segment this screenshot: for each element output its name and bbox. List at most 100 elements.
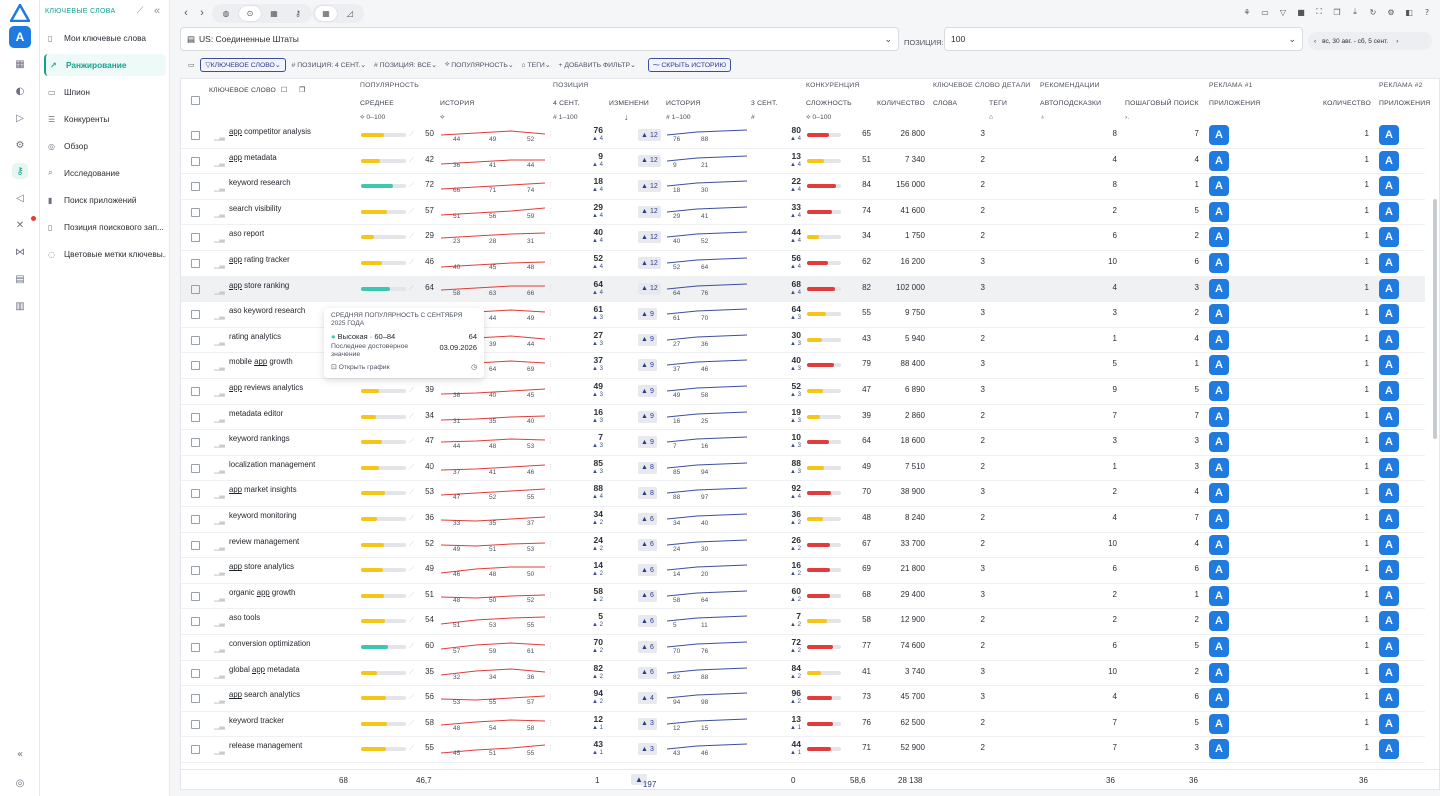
grid-icon[interactable]: ▦ xyxy=(15,58,25,70)
keyword-text[interactable]: app metadata xyxy=(229,152,277,162)
more-icon[interactable]: ⋮ xyxy=(427,258,434,266)
app-icon[interactable]: A xyxy=(1209,253,1229,273)
keyword-text[interactable]: aso keyword research xyxy=(229,306,306,316)
app-icon[interactable]: A xyxy=(1379,253,1399,273)
more-icon[interactable]: ⋮ xyxy=(547,155,554,164)
scrollbar[interactable] xyxy=(1433,199,1437,439)
more-icon[interactable]: ⋮ xyxy=(427,488,434,497)
app-icon[interactable]: A xyxy=(1379,227,1399,248)
select-all-checkbox[interactable] xyxy=(191,96,200,105)
row-checkbox[interactable] xyxy=(191,668,200,678)
back-button[interactable]: ‹ xyxy=(184,7,188,19)
more-icon[interactable]: ⋮ xyxy=(427,667,434,676)
table-row[interactable]: ▁▃ metadata editor ⟋ 34 ⋮ 31 35 40 ⋮ 16 ▲ 3 ▲ 9 16 25… xyxy=(181,405,1425,431)
forward-button[interactable]: › xyxy=(200,7,204,19)
app-icon[interactable]: A xyxy=(1209,125,1229,145)
header-history[interactable]: ИСТОРИЯ xyxy=(440,100,475,107)
range-filter-diff[interactable]: ⟡ 0–100 xyxy=(806,114,832,121)
help-icon[interactable]: ? xyxy=(1424,7,1430,17)
app-icon[interactable]: A xyxy=(1379,611,1399,632)
keyword-text[interactable]: app rating tracker xyxy=(229,255,290,264)
more-icon[interactable]: ⋮ xyxy=(547,718,554,727)
more-icon[interactable]: ⋮ xyxy=(427,232,434,241)
header-tags[interactable]: ТЕГИ xyxy=(989,100,1008,107)
app-icon[interactable]: A xyxy=(1379,406,1399,427)
refresh-icon[interactable]: ↻ xyxy=(1369,7,1377,17)
more-icon[interactable]: ⋮ xyxy=(547,642,554,650)
row-checkbox[interactable] xyxy=(191,335,200,345)
keyword-text[interactable]: keyword tracker xyxy=(229,715,285,725)
app-icon[interactable]: A xyxy=(1379,457,1399,478)
row-checkbox[interactable] xyxy=(191,540,200,550)
sidebar-item-0[interactable]: ▯ Мои ключевые слова xyxy=(44,27,166,49)
header-apps[interactable]: ПРИЛОЖЕНИЯ xyxy=(1209,100,1261,107)
more-icon[interactable]: ⋮ xyxy=(427,642,434,650)
keyword-text[interactable]: review management xyxy=(229,536,300,546)
collapse-sidebar-icon[interactable]: « xyxy=(154,5,161,17)
range-filter-hist[interactable]: # 1–100 xyxy=(666,114,691,121)
keyword-text[interactable]: mobile app growth xyxy=(229,357,293,367)
table-row[interactable]: ▁▃ app market insights ⟋ 53 ⋮ 47 52 55 ⋮ 88 ▲ 4 ▲ 8… xyxy=(181,481,1425,507)
more-icon[interactable]: ⋮ xyxy=(427,514,434,522)
open-chart-link[interactable]: ⊡ Открыть график xyxy=(331,364,390,371)
more-icon[interactable]: ⋮ xyxy=(547,539,554,548)
more-icon[interactable]: ⋮ xyxy=(547,565,554,574)
header-sep4[interactable]: 4 СЕНТ. xyxy=(553,100,580,107)
globe-icon[interactable]: ◍ xyxy=(222,9,230,18)
row-checkbox[interactable] xyxy=(191,310,200,320)
keyword-text[interactable]: keyword research xyxy=(229,178,291,188)
app-icon[interactable]: A xyxy=(1209,176,1229,197)
row-checkbox[interactable] xyxy=(191,387,200,396)
pos-all-filter[interactable]: # ПОЗИЦИЯ: ВСЕ ⌄ xyxy=(373,61,437,70)
more-icon[interactable]: ⋮ xyxy=(547,360,554,369)
sidebar-item-7[interactable]: ▯ Позиция поискового зап... xyxy=(44,216,166,238)
settings-icon[interactable]: ⚙ xyxy=(1387,7,1395,17)
app-icon[interactable]: A xyxy=(1209,483,1229,504)
row-checkbox[interactable] xyxy=(191,591,200,601)
keyword-text[interactable]: app market insights xyxy=(229,485,297,495)
chart-view-icon[interactable]: ◿ xyxy=(346,9,354,18)
collapse-icon[interactable]: « xyxy=(16,748,24,760)
hide-history-button[interactable]: ⁓ СКРЫТЬ ИСТОРИЮ xyxy=(647,58,732,72)
row-checkbox[interactable] xyxy=(191,182,200,192)
more-icon[interactable]: ⋮ xyxy=(427,386,434,394)
keyword-filter[interactable]: ▽ КЛЮЧЕВОЕ СЛОВО ⌄ xyxy=(200,58,286,72)
row-checkbox[interactable] xyxy=(191,361,200,371)
row-checkbox[interactable] xyxy=(191,719,200,729)
row-checkbox[interactable] xyxy=(191,233,200,243)
keyword-text[interactable]: conversion optimization xyxy=(229,639,311,648)
more-icon[interactable]: ⋮ xyxy=(547,667,554,676)
split-icon[interactable]: ⋈ xyxy=(15,246,25,258)
app-icon[interactable]: A xyxy=(1379,201,1399,222)
table-row[interactable]: ▁▃ app rating tracker ⟋ 46 ⋮ 40 45 48 ⋮ 52 ▲ 4 ▲ 12… xyxy=(181,251,1425,277)
app-icon[interactable]: A xyxy=(1209,509,1229,529)
more-icon[interactable]: ⋮ xyxy=(547,462,554,471)
more-icon[interactable]: ⋮ xyxy=(547,206,554,215)
row-checkbox[interactable] xyxy=(191,617,200,627)
app-icon[interactable]: A xyxy=(1209,585,1229,606)
sidebar-item-4[interactable]: ◎ Обзор xyxy=(44,135,166,157)
app-icon[interactable]: A xyxy=(1209,355,1229,376)
more-icon[interactable]: ⋮ xyxy=(427,744,434,753)
sidebar-item-1[interactable]: ↗ Ранжирование xyxy=(44,54,166,76)
row-checkbox[interactable] xyxy=(191,438,200,448)
more-icon[interactable]: ⋮ xyxy=(427,590,434,599)
table-view-icon[interactable]: ▦ xyxy=(315,6,337,21)
table-row[interactable]: ▁▃ conversion optimization ⟋ 60 ⋮ 57 59 61 ⋮ 70 ▲ … xyxy=(181,635,1425,661)
range-filter-pop[interactable]: ⟡ 0–100 xyxy=(360,114,386,121)
sidebar-item-3[interactable]: ☰ Конкуренты xyxy=(44,108,166,130)
app-icon[interactable]: A xyxy=(1379,585,1399,606)
header-qty[interactable]: КОЛИЧЕСТВО xyxy=(1323,100,1371,107)
keyword-text[interactable]: app reviews analytics xyxy=(229,383,304,392)
panel-icon[interactable]: ◧ xyxy=(1405,7,1413,17)
popularity-filter[interactable]: ⟡ ПОПУЛЯРНОСТЬ ⌄ xyxy=(444,61,514,69)
table-row[interactable]: ▁▃ search visibility ⟋ 57 ⋮ 51 56 59 ⋮ 29 ▲ 4 ▲ 12 2… xyxy=(181,200,1425,226)
app-icon[interactable]: A xyxy=(1209,304,1229,325)
table-row[interactable]: ▁▃ global app metadata ⟋ 35 ⋮ 32 34 36 ⋮ 82 ▲ 2 ▲ 6… xyxy=(181,661,1425,687)
keyword-text[interactable]: keyword rankings xyxy=(229,434,290,444)
row-checkbox[interactable] xyxy=(191,643,200,652)
more-icon[interactable]: ⋮ xyxy=(427,462,434,471)
app-icon[interactable]: A xyxy=(1209,713,1229,734)
play-icon[interactable]: ▷ xyxy=(16,112,24,124)
row-checkbox[interactable] xyxy=(191,259,200,268)
